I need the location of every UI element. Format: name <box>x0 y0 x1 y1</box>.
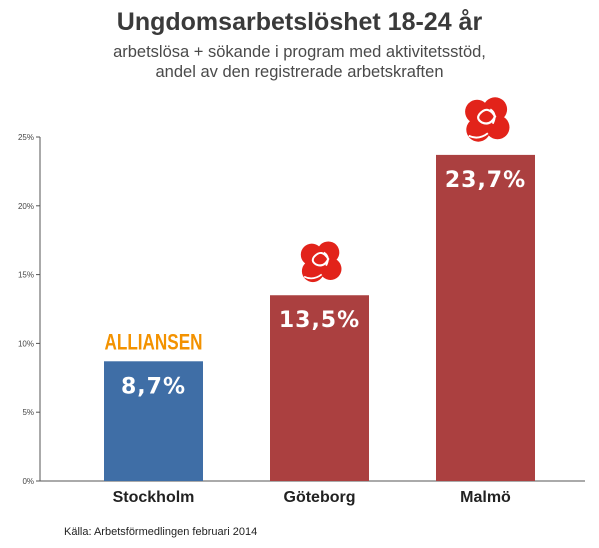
alliansen-logo: ALLIANSEN <box>105 329 203 354</box>
bars: 8,7% Stockholm 13,5% Göteborg 23,7% Malmö <box>104 154 535 506</box>
rose-swirl <box>477 108 497 125</box>
y-tick-label: 25% <box>18 133 34 142</box>
category-label: Stockholm <box>113 489 195 506</box>
source-note: Källa: Arbetsförmedlingen februari 2014 <box>64 526 258 538</box>
rose-swirl <box>468 132 489 139</box>
rose-swirl <box>489 108 496 125</box>
bar-value-label: 23,7% <box>445 168 526 193</box>
category-label: Göteborg <box>284 489 356 506</box>
y-tick-label: 15% <box>18 271 34 280</box>
rose-icon <box>300 241 342 283</box>
y-tick-label: 20% <box>18 202 34 211</box>
rose-icon <box>465 97 510 142</box>
bar-value-label: 13,5% <box>279 308 360 333</box>
chart-title: Ungdomsarbetslöshet 18-24 år <box>116 8 483 36</box>
alliansen-logo-text: ALLIANSEN <box>105 329 203 354</box>
rose-swirl <box>323 251 329 267</box>
rose-swirl <box>303 273 323 280</box>
chart-subtitle: arbetslösa + sökande i program med aktiv… <box>0 42 599 82</box>
y-tick-label: 0% <box>22 477 34 486</box>
bar-göteborg <box>270 295 369 481</box>
subtitle-line-2: andel av den registrerade arbetskraften <box>155 63 444 81</box>
subtitle-line-1: arbetslösa + sökande i program med aktiv… <box>113 43 486 61</box>
y-tick-label: 10% <box>18 339 34 348</box>
y-tick-label: 5% <box>22 408 34 417</box>
bar-malmö <box>436 154 535 481</box>
bar-value-label: 8,7% <box>121 374 186 399</box>
bar-stockholm <box>104 361 203 481</box>
category-label: Malmö <box>460 489 511 506</box>
rose-swirl <box>311 252 330 267</box>
logos: ALLIANSEN <box>105 97 510 354</box>
